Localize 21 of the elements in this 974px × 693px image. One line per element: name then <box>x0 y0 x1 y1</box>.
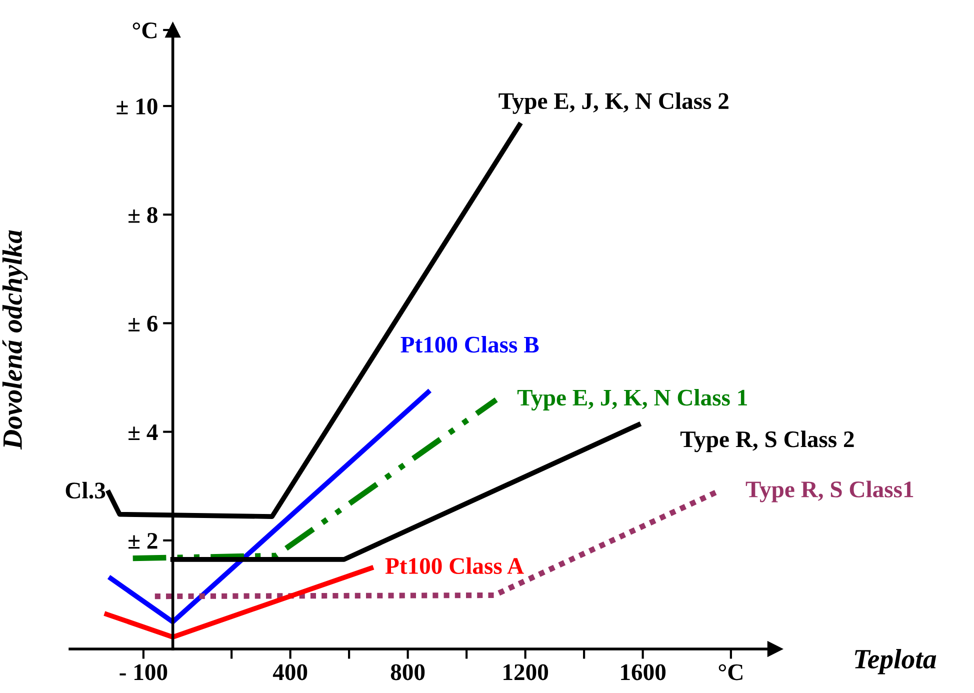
text: Pt100 Class B <box>400 336 539 353</box>
series-label: Pt100 Class A <box>385 557 524 574</box>
y-tick-label: ± 2 <box>128 532 158 549</box>
y-tick-label: ± 4 <box>128 424 158 440</box>
y-axis-title: Dovolená odchylka <box>2 230 28 450</box>
x-tick-label: °C <box>718 664 742 680</box>
series-label: Type E, J, K, N Class 2 <box>498 92 728 114</box>
y-tick-label: ± 10 <box>116 98 158 114</box>
x-axis-title: Teplota <box>854 649 936 674</box>
y-tick-label: ± 6 <box>128 316 158 332</box>
y-tick-label: ± 8 <box>128 207 158 224</box>
y-tick-label: °C <box>132 22 156 38</box>
x-tick-label: - 100 <box>120 664 168 680</box>
series-label: Type E, J, K, N Class 1 <box>517 389 747 411</box>
annotation: Cl.3 <box>66 482 106 499</box>
x-tick-label: 800 <box>390 664 425 680</box>
series-label: Type R, S Class 2 <box>680 430 854 452</box>
x-tick-label: 1600 <box>621 664 666 680</box>
x-tick-label: 400 <box>272 664 308 680</box>
x-tick-label: 1200 <box>504 664 548 680</box>
series-label: Type R, S Class1 <box>746 480 914 502</box>
